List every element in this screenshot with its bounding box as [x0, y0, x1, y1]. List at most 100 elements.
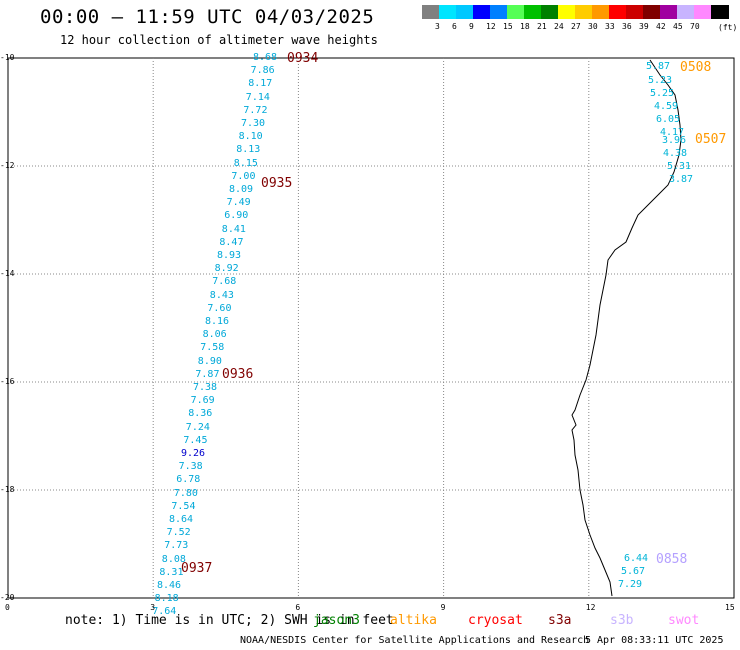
plot-frame	[7, 57, 735, 599]
wave-height-value: 5.87	[646, 61, 671, 72]
wave-height-value: 7.29	[618, 579, 643, 590]
wave-height-value: 7.64	[152, 606, 177, 618]
wave-height-value: 8.15	[233, 157, 258, 169]
wave-height-value: 8.64	[169, 514, 194, 525]
map-title: 00:00 – 11:59 UTC 04/03/2025	[40, 6, 375, 28]
color-scale-swatch	[473, 5, 491, 19]
credit-line: NOAA/NESDIS Center for Satellite Applica…	[240, 635, 590, 646]
wave-height-value: 7.54	[171, 500, 196, 512]
color-scale-label: 12	[486, 22, 496, 31]
legend-entry-cryosat: cryosat	[468, 613, 523, 628]
wave-height-value: 5.31	[667, 161, 692, 172]
y-axis-tick: -14	[0, 269, 15, 278]
color-scale-swatch	[456, 5, 474, 19]
wave-height-value: 3.96	[662, 135, 687, 146]
wave-height-value: 6.90	[224, 210, 249, 222]
color-scale-label: 36	[622, 22, 632, 31]
wave-height-value: 6.44	[624, 553, 649, 564]
wave-height-value: 8.09	[229, 184, 254, 195]
wave-height-value: 8.08	[161, 553, 186, 565]
wave-height-value: 7.68	[212, 276, 237, 288]
x-axis-tick: 12	[585, 603, 596, 612]
wave-height-value: 8.13	[236, 144, 261, 156]
color-scale-label: 21	[537, 22, 547, 31]
wave-height-value: 8.47	[219, 236, 244, 248]
pass-time-label: 0934	[287, 51, 319, 66]
color-scale-swatch	[626, 5, 644, 19]
color-scale-unit: (ft)	[718, 23, 738, 32]
color-scale-swatch	[694, 5, 712, 19]
y-axis-tick: -10	[0, 53, 15, 62]
wave-height-value: 4.38	[663, 148, 688, 159]
color-scale-swatch	[660, 5, 678, 19]
color-scale-label: 9	[469, 22, 474, 31]
color-scale-label: 3	[435, 22, 440, 31]
legend-entry-s3b: s3b	[610, 613, 634, 628]
wave-height-value: 8.93	[217, 250, 242, 261]
wave-height-value: 8.10	[238, 131, 263, 143]
wave-height-value: 7.60	[207, 302, 232, 314]
wave-height-value: 7.14	[245, 91, 270, 103]
wave-height-value: 6.78	[176, 474, 201, 486]
color-scale-swatch	[711, 5, 729, 19]
wave-height-value: 8.18	[154, 593, 179, 605]
pass-time-label: 0937	[181, 561, 213, 576]
color-scale-swatch	[609, 5, 627, 19]
y-axis-tick: -16	[0, 377, 15, 386]
wave-height-value: 7.72	[243, 104, 268, 116]
legend-entry-swot: swot	[668, 613, 700, 628]
color-scale-label: 30	[588, 22, 598, 31]
color-scale-label: 39	[639, 22, 649, 31]
wave-height-value: 4.17	[660, 127, 685, 138]
color-scale-label: 27	[571, 22, 581, 31]
grid-lines	[8, 58, 734, 598]
y-axis-tick: -20	[0, 593, 15, 602]
wave-height-value: 8.90	[197, 355, 222, 367]
wave-height-value: 7.45	[183, 434, 208, 446]
map-subtitle: 12 hour collection of altimeter wave hei…	[60, 33, 378, 47]
legend-entry-s3a: s3a	[548, 613, 572, 628]
x-axis-tick: 3	[150, 603, 156, 612]
color-scale-swatch	[643, 5, 661, 19]
wave-height-value: 7.52	[166, 527, 191, 539]
wave-height-value: 5.23	[648, 75, 673, 86]
wave-height-value: 3.87	[669, 174, 694, 185]
wave-height-value: 7.86	[250, 65, 275, 77]
wave-height-value: 7.49	[226, 197, 251, 209]
wave-height-value: 8.92	[214, 263, 239, 275]
color-scale-label: 15	[503, 22, 513, 31]
color-scale-swatch	[524, 5, 542, 19]
color-scale-swatch	[677, 5, 695, 19]
x-axis-tick: 6	[295, 603, 301, 612]
color-scale-swatch	[558, 5, 576, 19]
legend-entry-jason3: jason3	[313, 613, 360, 628]
wave-height-value: 8.46	[157, 580, 182, 591]
wave-height-value: 8.16	[205, 316, 230, 327]
wave-height-value: 7.87	[195, 368, 220, 380]
wave-height-value: 7.38	[178, 461, 203, 473]
wave-height-value: 5.25	[650, 88, 675, 99]
generated-timestamp: 5 Apr 08:33:11 UTC 2025	[585, 635, 724, 646]
wave-height-value: 7.38	[193, 382, 218, 393]
color-scale-swatch	[575, 5, 593, 19]
color-scale-label: 18	[520, 22, 530, 31]
wave-height-value: 8.43	[209, 289, 234, 301]
wave-height-value: 8.06	[202, 329, 227, 341]
wave-height-value: 7.00	[231, 170, 256, 182]
wave-height-value: 8.68	[253, 52, 278, 63]
wave-height-value: 4.59	[654, 101, 679, 112]
color-scale-label: 70	[690, 22, 700, 31]
x-axis-tick: 9	[440, 603, 446, 612]
wave-height-value: 8.17	[248, 78, 273, 90]
wave-height-value: 7.69	[190, 395, 215, 407]
pass-time-label: 0858	[656, 552, 688, 567]
wave-height-value: 7.80	[173, 487, 198, 499]
pass-time-label: 0507	[695, 132, 727, 147]
color-scale-swatch	[592, 5, 610, 19]
color-scale-bar	[422, 5, 729, 19]
color-scale-label: 33	[605, 22, 615, 31]
color-scale-swatch	[422, 5, 440, 19]
coastline	[571, 59, 682, 597]
color-scale-swatch	[439, 5, 457, 19]
